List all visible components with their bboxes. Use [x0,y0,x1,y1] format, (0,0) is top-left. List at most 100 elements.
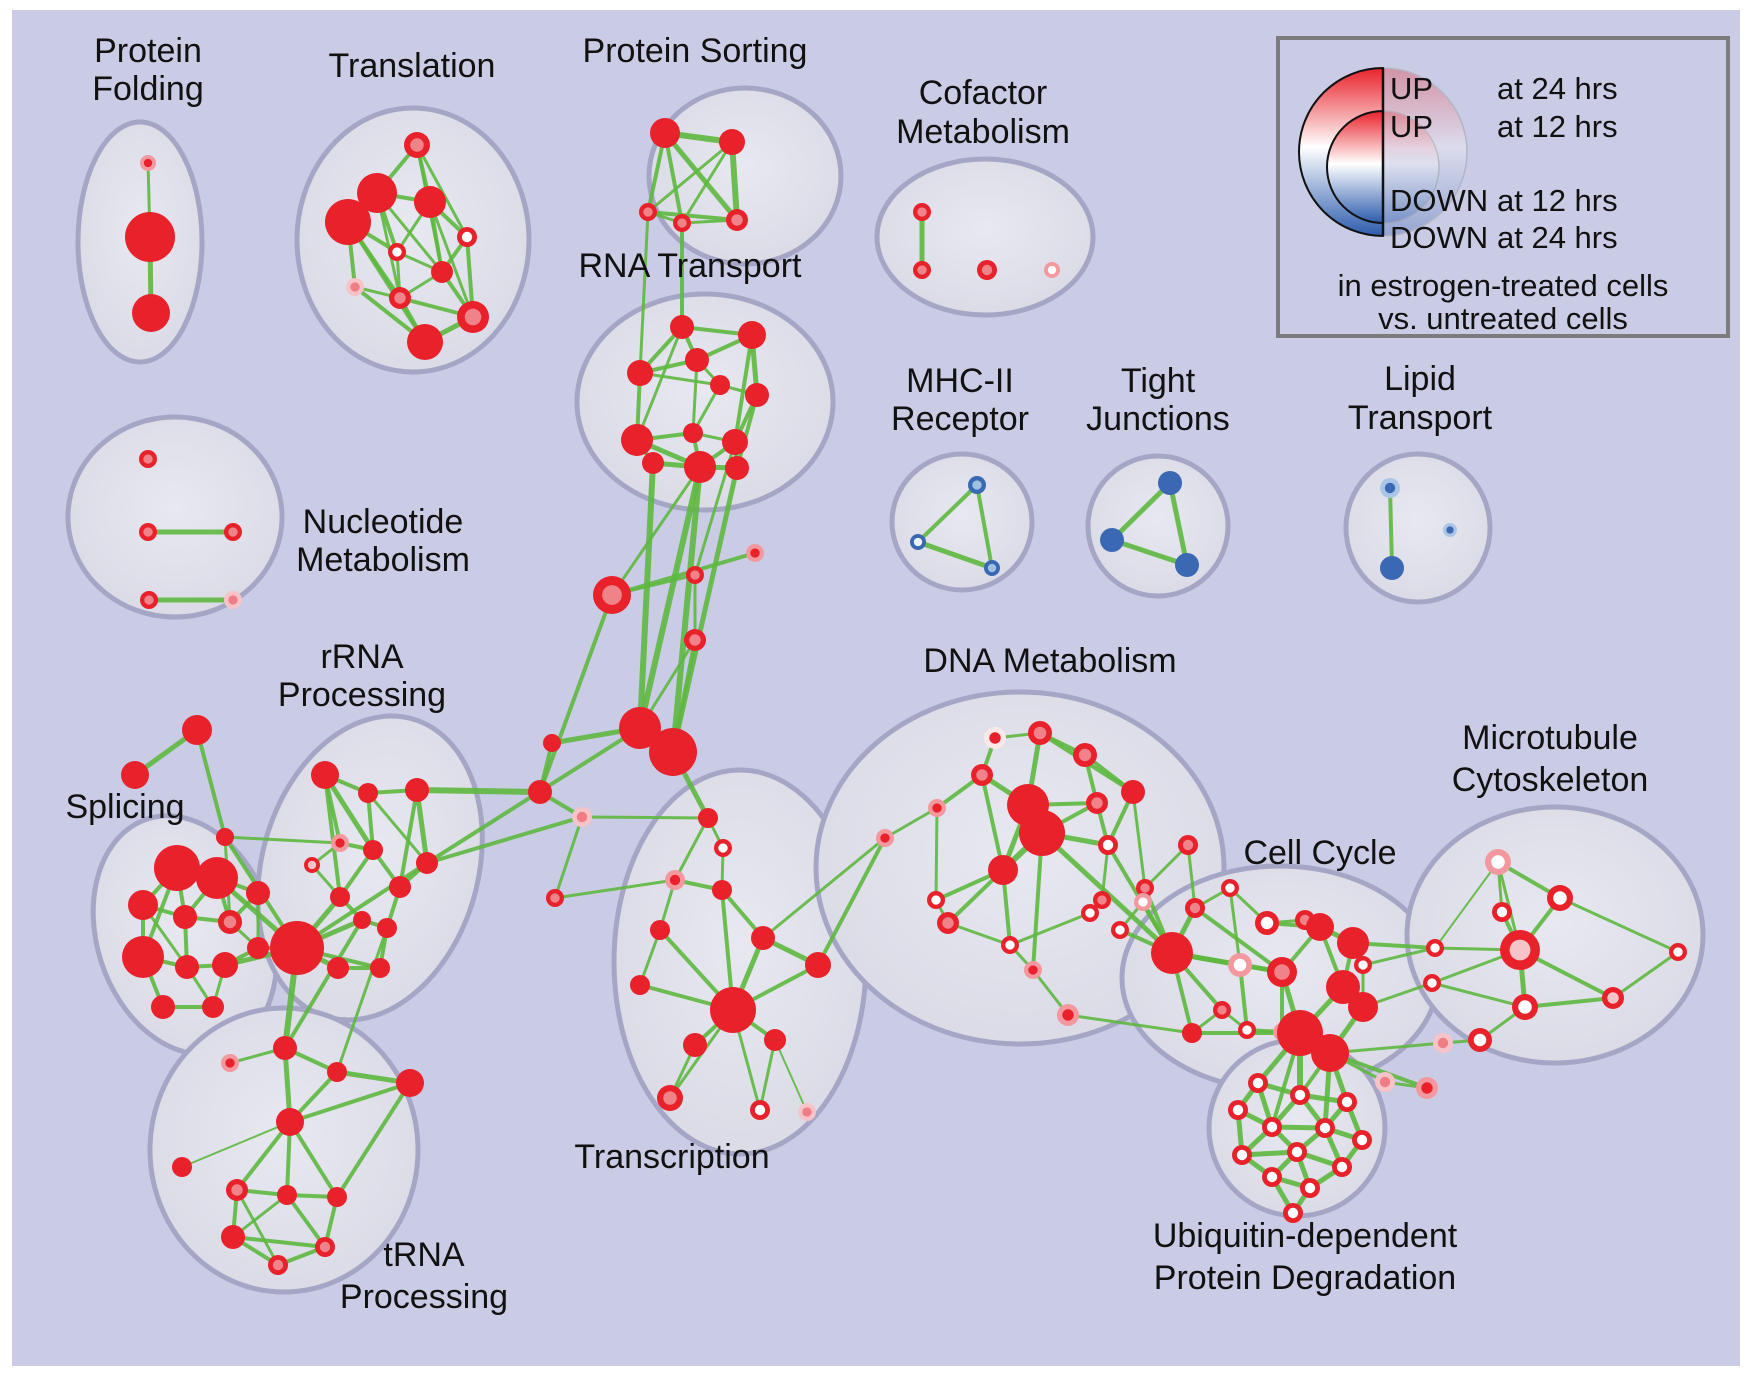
node-a8 [353,911,371,929]
node-d12 [1098,835,1118,855]
edge-b4-b8 [288,1120,339,1199]
node-e0 [1151,932,1193,974]
node-b2 [327,1062,347,1082]
edge-a9-b2 [335,926,389,1074]
node-s1 [719,129,745,155]
node-b3 [396,1069,424,1097]
node-r0 [670,315,694,339]
node-k1 [593,576,631,614]
legend-down12-time: at 12 hrs [1497,183,1618,218]
node-d20 [1057,1004,1079,1026]
node-a9 [377,918,397,938]
edge-d7-d17 [1131,790,1147,890]
node-k5 [543,734,561,752]
node-m1 [910,534,926,550]
node-g11 [1416,1077,1438,1099]
edge-x0-x2 [673,816,710,882]
node-g2 [1492,902,1512,922]
node-b6 [226,1179,248,1201]
node-x5 [805,952,831,978]
node-t5 [388,243,406,261]
edge-k7-x0 [580,815,710,820]
node-r6 [621,424,653,456]
legend-up12-label: UP [1390,109,1433,144]
edge-b9-b10 [231,1235,327,1249]
node-a1 [358,783,378,803]
cluster-label-mhc-ii-receptor: MHC-II Receptor [891,362,1029,438]
edge-x8-x10 [758,1038,777,1112]
edge-r9-h1 [637,460,656,731]
node-d13 [937,912,959,934]
node-e11 [1326,970,1360,1004]
edge-t0-t4 [415,143,469,239]
node-g10 [1375,1072,1395,1092]
node-v8 [1287,1142,1307,1162]
edge-d19-d14 [1008,911,1092,947]
node-t4 [457,227,477,247]
node-h2 [649,728,697,776]
node-v5 [1315,1118,1335,1138]
node-v9 [1332,1157,1352,1177]
node-s2 [639,203,657,221]
edge-g0-g6 [1434,861,1499,949]
edge-d3-d9 [980,773,1005,872]
node-g7 [1423,974,1441,992]
cluster-label-rna-transport: RNA Transport [579,247,803,285]
cluster-label-nucleotide-metabolism: Nucleotide Metabolism [296,503,470,579]
node-e9 [1306,913,1334,941]
cluster-label-rrna-processing: rRNA Processing [278,638,446,714]
legend-down12-label: DOWN [1390,183,1488,218]
edge-k1-k6 [538,593,614,794]
node-r3 [685,348,709,372]
node-v7 [1232,1145,1252,1165]
edge-s1-s2 [646,140,734,214]
node-d15 [1024,961,1042,979]
node-v12 [1283,1203,1303,1223]
legend-up24-time: at 24 hrs [1497,71,1618,106]
edge-m0-m2 [975,483,994,570]
node-p5 [122,936,164,978]
edge-s1-s3 [680,140,734,225]
node-p11 [247,937,269,959]
cluster-ellipse-tight-junctions [1085,453,1231,599]
node-m2 [984,560,1000,576]
node-k2 [686,566,704,584]
node-x10 [750,1100,770,1120]
node-b8 [327,1187,347,1207]
edge-m0-m1 [916,483,979,544]
edge-d10-x5 [816,836,887,967]
node-u2 [1311,1034,1349,1072]
edge-m1-m2 [915,539,995,571]
node-p1 [196,857,238,899]
node-g4 [1602,987,1624,1009]
edge-a2-k6 [414,787,543,795]
node-pf1 [125,212,175,262]
node-d7 [1121,780,1145,804]
node-v6 [1352,1130,1372,1150]
node-m0 [968,476,986,494]
node-r8 [722,429,748,455]
node-u1 [1277,1010,1323,1056]
node-e12 [1348,992,1378,1022]
node-v11 [1300,1178,1320,1198]
node-x6 [650,920,670,940]
edge-r10-h1 [637,464,703,731]
node-q1 [121,761,149,789]
edge-d18-e3 [1186,843,1197,910]
node-p2 [128,890,158,920]
node-a12 [327,957,349,979]
edge-l0-l1 [1388,486,1394,570]
edge-s2-r2 [638,210,650,375]
edge-j0-j1 [1109,480,1173,543]
edge-a0-a4 [322,772,376,853]
node-n2 [224,523,242,541]
cluster-ellipse-protein-sorting [646,85,844,267]
node-p6 [175,955,199,979]
node-d3 [971,764,993,786]
edge-k1-r10 [610,465,702,597]
edge-d17-d18 [1143,843,1190,890]
edge-a2-a6 [398,788,419,889]
node-st0 [546,889,564,907]
node-d2 [1073,743,1097,767]
edge-e3-e8 [1193,906,1284,974]
